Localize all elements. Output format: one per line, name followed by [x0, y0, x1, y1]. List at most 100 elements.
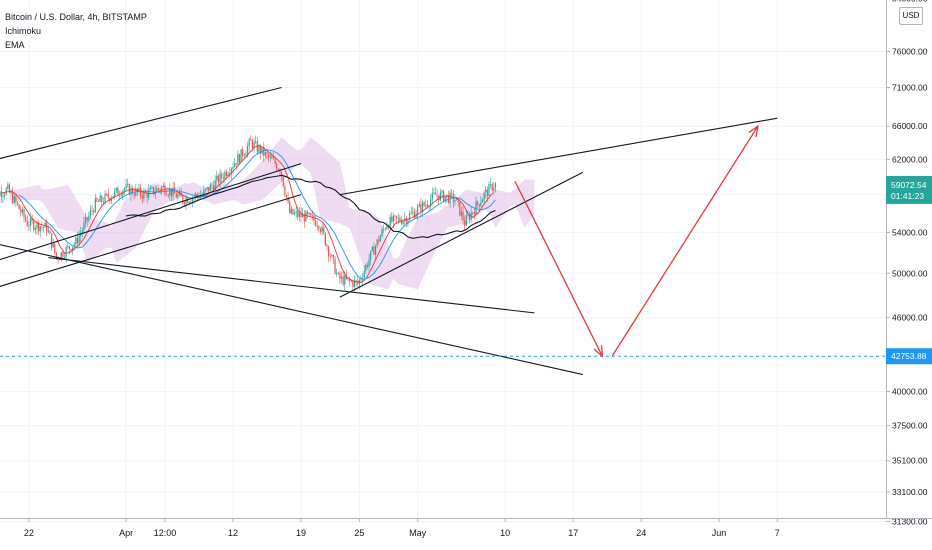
- candle: [243, 155, 245, 157]
- candle: [451, 192, 453, 194]
- candle: [264, 152, 267, 156]
- candle: [336, 272, 338, 274]
- candle: [391, 216, 393, 222]
- x-tick-label: 17: [568, 528, 578, 538]
- candle: [381, 229, 383, 236]
- candle: [18, 204, 20, 210]
- candle: [477, 201, 479, 205]
- y-tick-label: 35100.00: [892, 456, 928, 466]
- candle: [72, 247, 74, 252]
- candle: [297, 211, 299, 217]
- indicator-ema[interactable]: EMA: [5, 40, 25, 50]
- candle: [94, 198, 96, 213]
- x-tick-label: 22: [24, 528, 34, 538]
- candle: [475, 201, 477, 215]
- candle: [300, 212, 302, 218]
- candle: [183, 202, 186, 205]
- candle: [211, 184, 213, 186]
- candle: [101, 195, 103, 202]
- trendline: [0, 244, 584, 376]
- candle: [271, 156, 273, 159]
- candle: [268, 154, 270, 158]
- candle: [311, 215, 313, 217]
- candle: [89, 210, 92, 216]
- candle: [37, 222, 40, 232]
- candle: [280, 171, 283, 178]
- candle: [366, 264, 369, 267]
- candle: [88, 215, 90, 221]
- candle: [5, 188, 7, 195]
- candle: [120, 195, 122, 197]
- candle: [413, 211, 416, 218]
- y-tick-label: 71000.00: [892, 83, 928, 93]
- candle: [334, 258, 336, 274]
- candle: [251, 140, 254, 149]
- candle: [83, 222, 85, 231]
- x-tick-label: Jun: [712, 528, 727, 538]
- candle: [91, 210, 93, 212]
- candle: [54, 243, 56, 253]
- y-tick-label: 50000.00: [892, 268, 928, 278]
- candle: [62, 252, 64, 258]
- candle: [114, 190, 116, 197]
- candle: [418, 204, 420, 207]
- candle: [216, 175, 218, 181]
- candle: [214, 180, 216, 190]
- candle: [55, 252, 58, 258]
- currency-button[interactable]: USD: [899, 7, 923, 25]
- candle: [478, 204, 480, 207]
- candle: [431, 192, 433, 200]
- candle: [33, 221, 35, 230]
- candle: [439, 192, 441, 201]
- candle: [425, 204, 427, 206]
- candle: [481, 199, 484, 203]
- candle: [188, 201, 190, 203]
- grid: [0, 0, 886, 522]
- candle: [73, 244, 75, 248]
- candle: [263, 147, 265, 156]
- candle: [76, 237, 79, 244]
- candle: [449, 192, 451, 204]
- candle: [246, 145, 249, 154]
- candle: [363, 270, 365, 278]
- candle: [412, 211, 414, 213]
- candle: [337, 272, 339, 274]
- trendlines: [0, 86, 778, 376]
- candle: [357, 281, 359, 284]
- candle: [473, 212, 475, 215]
- candle: [59, 259, 61, 261]
- candle: [400, 221, 403, 224]
- x-tick-label: May: [409, 528, 427, 538]
- y-tick-label: 31300.00: [892, 516, 928, 526]
- candle: [255, 141, 257, 143]
- candle: [289, 201, 291, 214]
- candle: [133, 193, 135, 196]
- candle: [143, 191, 145, 199]
- symbol-title[interactable]: Bitcoin / U.S. Dollar, 4h, BITSTAMP: [5, 12, 147, 22]
- candle: [423, 202, 425, 206]
- candle: [162, 185, 164, 188]
- candle: [138, 187, 140, 192]
- indicator-ichimoku[interactable]: Ichimoku: [5, 26, 42, 36]
- candle: [379, 235, 382, 242]
- candle: [21, 209, 24, 213]
- candle: [353, 280, 356, 287]
- candle: [75, 237, 77, 245]
- candle: [153, 187, 155, 194]
- candle: [342, 276, 344, 285]
- candle: [151, 187, 153, 188]
- candle: [182, 196, 184, 203]
- candle: [206, 187, 208, 189]
- candle: [237, 154, 239, 165]
- candle: [187, 198, 189, 203]
- candle: [125, 184, 127, 189]
- candle: [457, 199, 459, 202]
- base-line: [18, 149, 496, 280]
- candle: [323, 227, 325, 234]
- candle: [222, 177, 224, 179]
- candle: [295, 211, 297, 213]
- last-price-tag: [886, 175, 932, 204]
- candle: [161, 187, 163, 191]
